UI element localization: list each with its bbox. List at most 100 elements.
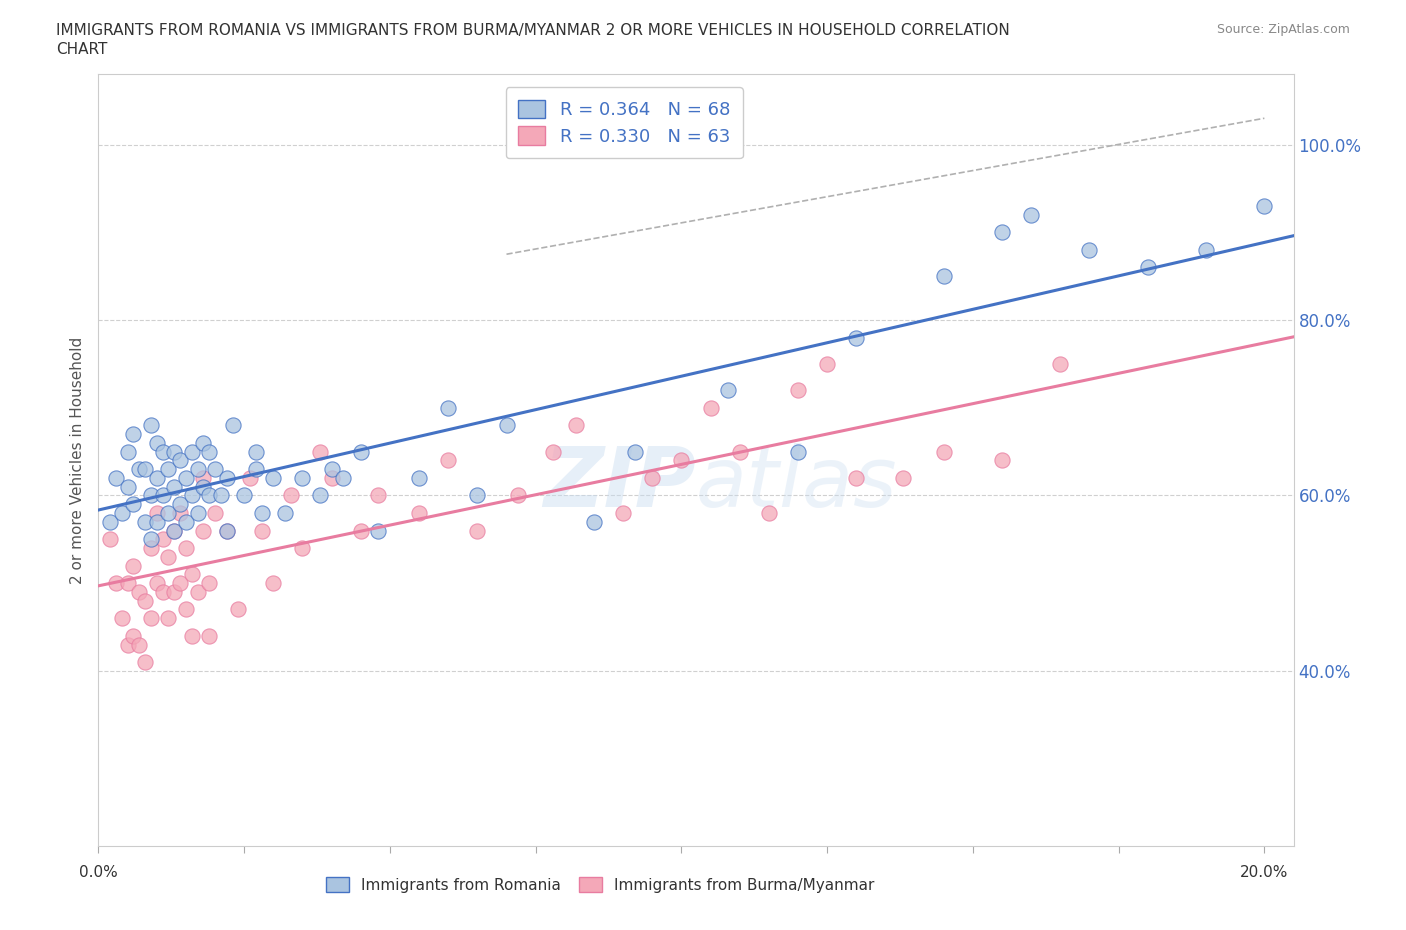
Point: [815, 356, 838, 371]
Text: CHART: CHART: [56, 42, 108, 57]
Point: [1195, 243, 1218, 258]
Point: [991, 453, 1014, 468]
Text: Source: ZipAtlas.com: Source: ZipAtlas.com: [1216, 23, 1350, 36]
Point: [122, 497, 145, 512]
Point: [408, 471, 430, 485]
Point: [139, 532, 162, 547]
Point: [139, 540, 162, 555]
Point: [541, 445, 564, 459]
Point: [1253, 198, 1275, 213]
Point: [122, 629, 145, 644]
Point: [145, 514, 167, 529]
Point: [291, 471, 314, 485]
Point: [332, 471, 354, 485]
Point: [163, 479, 186, 494]
Text: IMMIGRANTS FROM ROMANIA VS IMMIGRANTS FROM BURMA/MYANMAR 2 OR MORE VEHICLES IN H: IMMIGRANTS FROM ROMANIA VS IMMIGRANTS FR…: [56, 23, 1010, 38]
Point: [134, 655, 156, 670]
Y-axis label: 2 or more Vehicles in Household: 2 or more Vehicles in Household: [69, 337, 84, 584]
Point: [321, 471, 343, 485]
Point: [233, 488, 256, 503]
Point: [1049, 356, 1071, 371]
Point: [122, 427, 145, 442]
Point: [215, 523, 238, 538]
Point: [180, 488, 202, 503]
Point: [134, 461, 156, 476]
Point: [169, 576, 191, 591]
Point: [641, 471, 664, 485]
Point: [145, 576, 167, 591]
Point: [758, 506, 780, 521]
Point: [152, 584, 174, 599]
Point: [169, 497, 191, 512]
Point: [215, 523, 238, 538]
Point: [350, 523, 373, 538]
Point: [163, 523, 186, 538]
Point: [193, 479, 215, 494]
Point: [245, 461, 267, 476]
Point: [117, 479, 139, 494]
Point: [728, 445, 751, 459]
Point: [612, 506, 634, 521]
Point: [215, 471, 238, 485]
Point: [157, 506, 180, 521]
Point: [117, 445, 139, 459]
Point: [163, 584, 186, 599]
Point: [193, 471, 215, 485]
Point: [209, 488, 232, 503]
Point: [787, 445, 810, 459]
Point: [169, 453, 191, 468]
Point: [145, 506, 167, 521]
Point: [104, 471, 127, 485]
Text: 0.0%: 0.0%: [79, 865, 118, 880]
Point: [204, 506, 226, 521]
Point: [169, 506, 191, 521]
Point: [152, 488, 174, 503]
Point: [98, 532, 121, 547]
Point: [128, 461, 150, 476]
Point: [1136, 260, 1159, 275]
Point: [367, 523, 389, 538]
Point: [495, 418, 517, 432]
Point: [250, 506, 273, 521]
Point: [174, 471, 197, 485]
Point: [367, 488, 389, 503]
Point: [262, 471, 284, 485]
Point: [193, 523, 215, 538]
Point: [274, 506, 297, 521]
Point: [122, 558, 145, 573]
Point: [932, 445, 955, 459]
Point: [174, 602, 197, 617]
Point: [671, 453, 693, 468]
Point: [186, 584, 208, 599]
Point: [891, 471, 914, 485]
Point: [157, 461, 180, 476]
Point: [437, 453, 460, 468]
Text: 20.0%: 20.0%: [1240, 865, 1288, 880]
Point: [467, 488, 489, 503]
Point: [111, 611, 134, 626]
Point: [309, 488, 332, 503]
Point: [198, 576, 221, 591]
Legend: Immigrants from Romania, Immigrants from Burma/Myanmar: Immigrants from Romania, Immigrants from…: [326, 877, 875, 893]
Point: [198, 488, 221, 503]
Point: [157, 611, 180, 626]
Point: [111, 506, 134, 521]
Point: [991, 225, 1014, 240]
Point: [1019, 207, 1042, 222]
Point: [180, 445, 202, 459]
Point: [228, 602, 250, 617]
Point: [1078, 243, 1101, 258]
Point: [408, 506, 430, 521]
Point: [845, 330, 868, 345]
Point: [467, 523, 489, 538]
Point: [180, 629, 202, 644]
Point: [139, 418, 162, 432]
Point: [717, 383, 740, 398]
Point: [152, 445, 174, 459]
Point: [437, 400, 460, 415]
Point: [117, 576, 139, 591]
Point: [180, 567, 202, 582]
Point: [280, 488, 302, 503]
Point: [186, 506, 208, 521]
Point: [350, 445, 373, 459]
